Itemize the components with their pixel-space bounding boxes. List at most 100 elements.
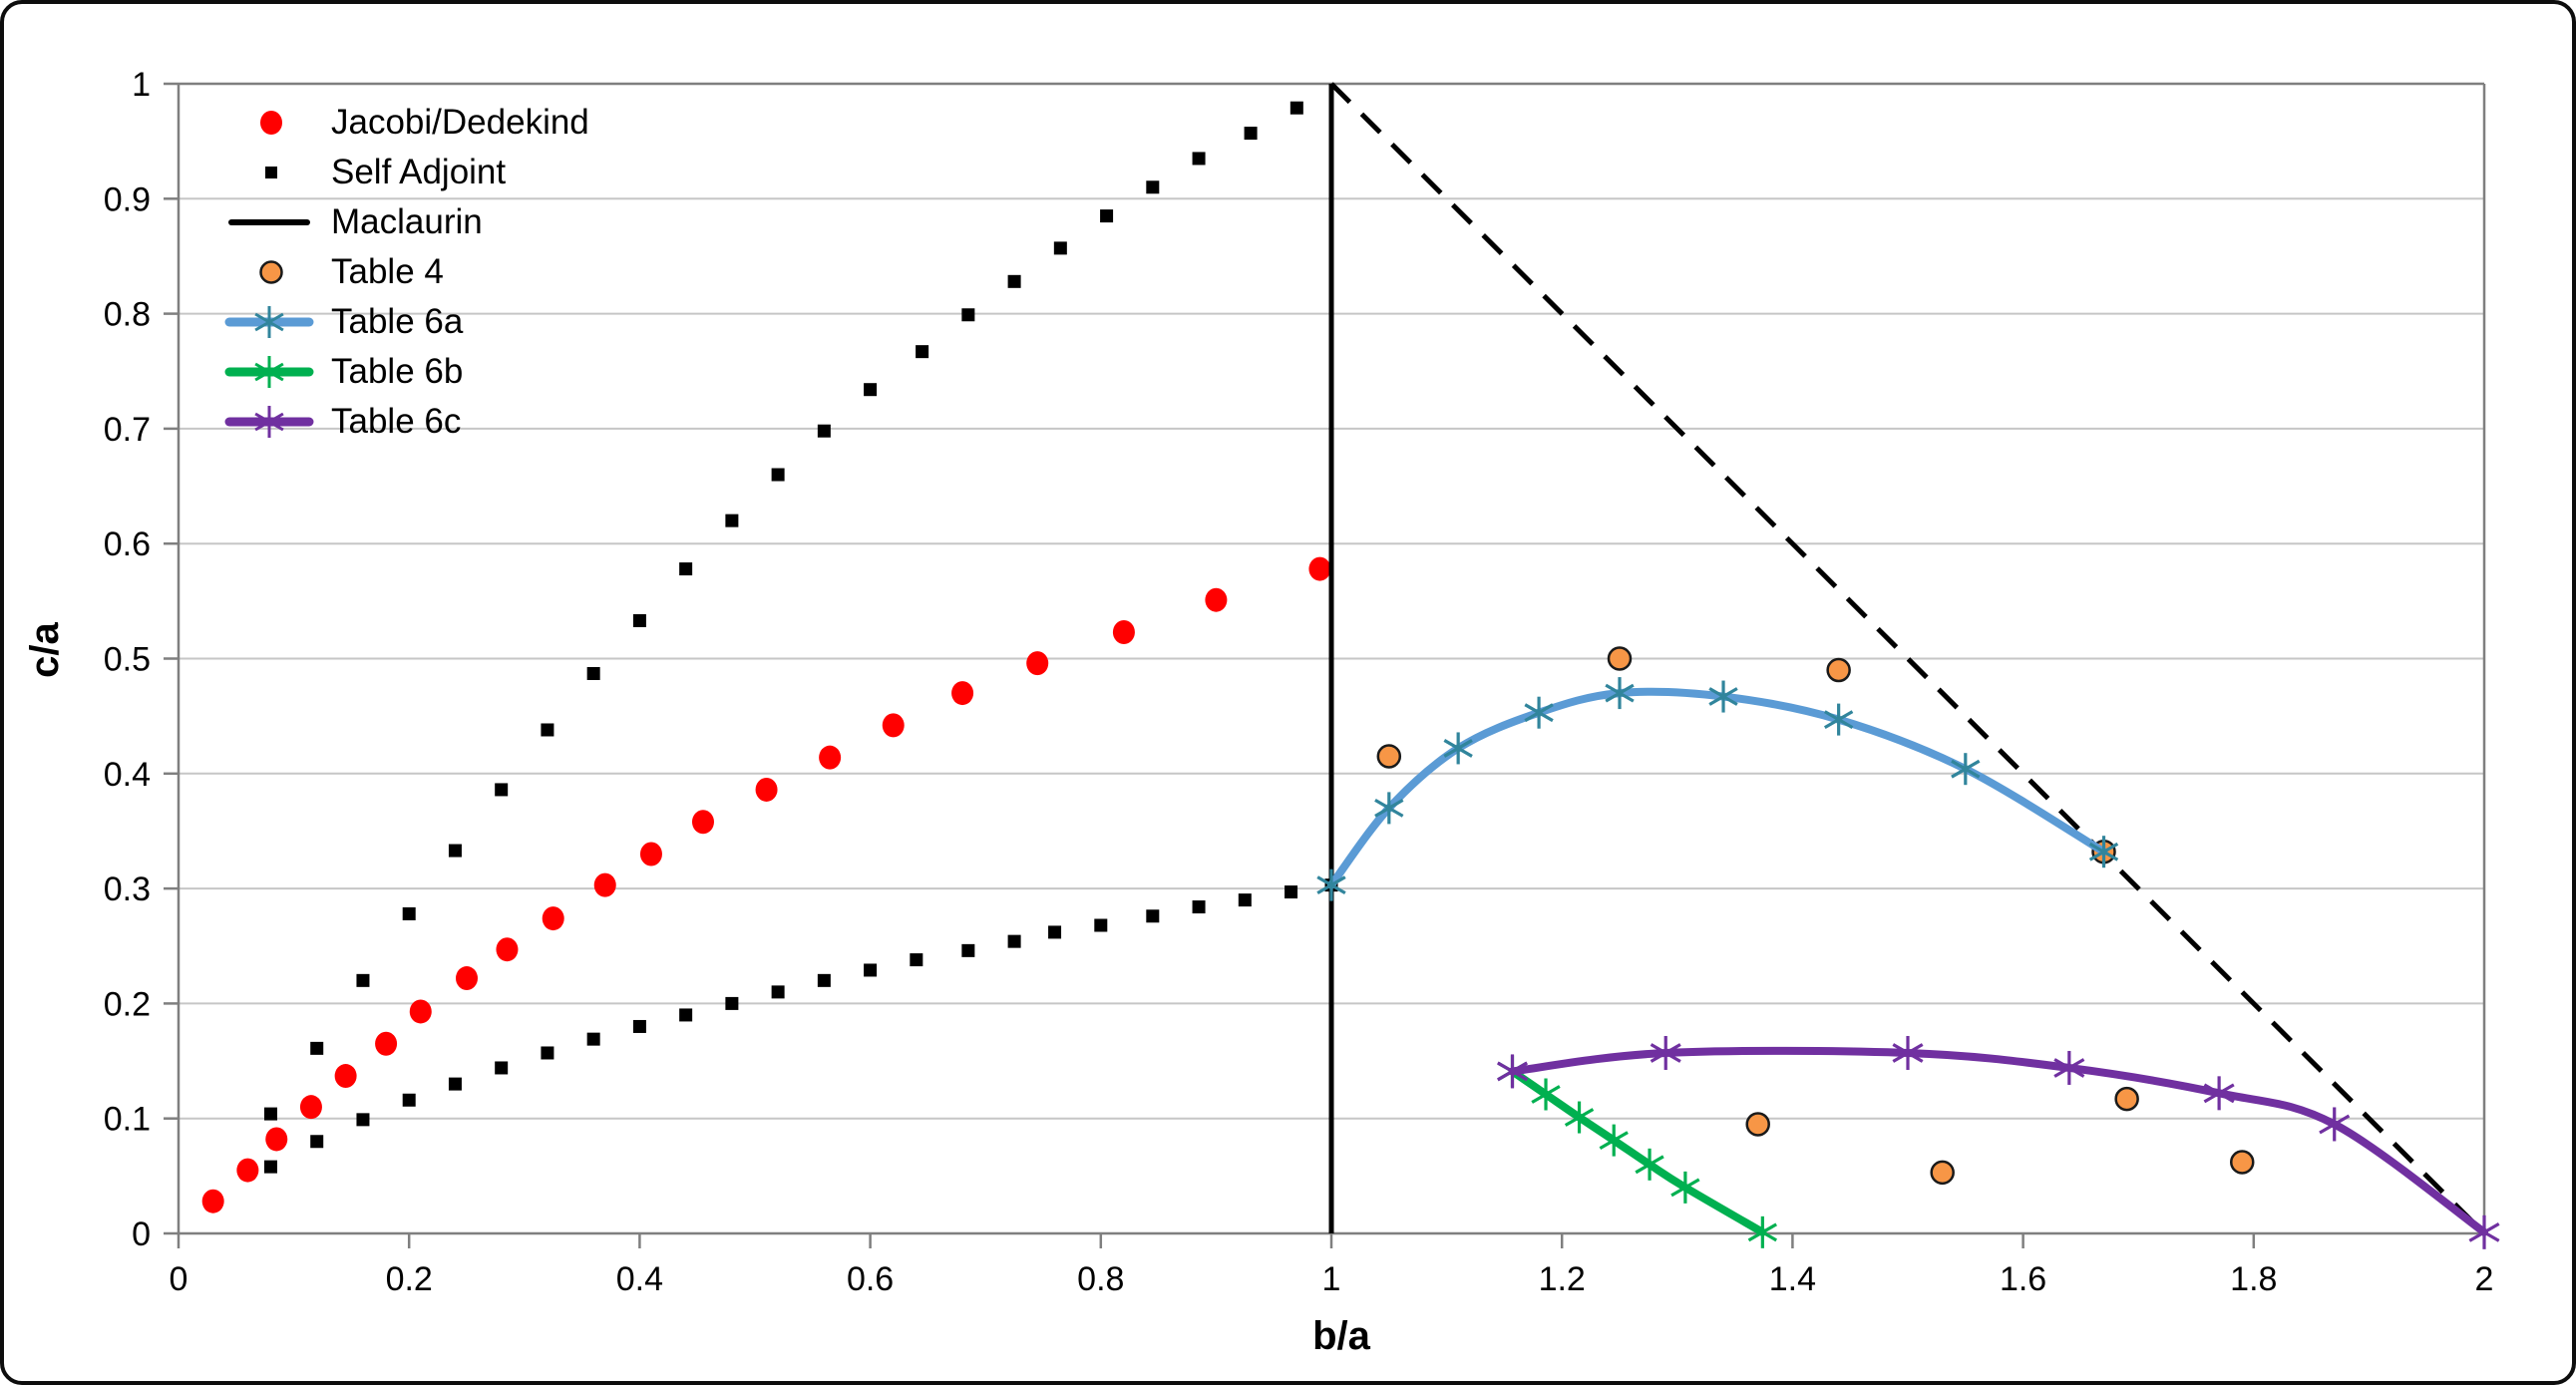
legend: Jacobi/Dedekind Self Adjoint Maclaurin T… bbox=[221, 98, 589, 447]
legend-item-jacobi-dedekind: Jacobi/Dedekind bbox=[221, 98, 589, 148]
series-table-6b-marker bbox=[1531, 1078, 1561, 1111]
series-self-adjoint-point bbox=[1146, 909, 1160, 923]
series-self-adjoint-point bbox=[586, 666, 600, 680]
series-self-adjoint-point bbox=[864, 383, 878, 397]
y-tick-label: 0.5 bbox=[104, 641, 151, 679]
series-self-adjoint-point bbox=[1048, 925, 1062, 939]
series-table-6c-marker bbox=[2203, 1076, 2235, 1111]
series-table-6a-marker bbox=[1443, 732, 1473, 765]
series-jacobi-dedekind-point bbox=[1112, 619, 1135, 644]
data-series bbox=[201, 82, 2500, 1249]
legend-item-table-6b: Table 6b bbox=[221, 347, 589, 397]
series-table-6c-marker bbox=[1892, 1035, 1924, 1070]
black-line-icon bbox=[228, 219, 310, 225]
series-self-adjoint-point bbox=[1192, 152, 1206, 166]
legend-item-maclaurin: Maclaurin bbox=[221, 197, 589, 247]
series-jacobi-dedekind-point bbox=[691, 810, 714, 835]
series-jacobi-dedekind-point bbox=[201, 1189, 224, 1213]
series-self-adjoint-point bbox=[586, 1032, 600, 1046]
series-table-6a-marker bbox=[1823, 703, 1854, 736]
series-table-6a-marker bbox=[1708, 680, 1738, 713]
series-jacobi-dedekind-point bbox=[456, 966, 478, 991]
series-self-adjoint-point bbox=[1285, 885, 1298, 899]
series-self-adjoint-point bbox=[1053, 241, 1067, 255]
series-table-4-point bbox=[2229, 1150, 2255, 1175]
series-jacobi-dedekind-point bbox=[334, 1064, 357, 1089]
series-self-adjoint-point bbox=[1244, 127, 1258, 141]
series-self-adjoint-point bbox=[1192, 900, 1206, 914]
x-tick-label: 0.4 bbox=[616, 1260, 663, 1298]
series-self-adjoint-point bbox=[1007, 934, 1021, 948]
legend-label: Maclaurin bbox=[331, 202, 483, 241]
series-jacobi-dedekind-point bbox=[409, 999, 432, 1024]
series-self-adjoint-point bbox=[448, 844, 462, 858]
x-tick-label: 1.2 bbox=[1539, 1260, 1586, 1298]
series-self-adjoint-point bbox=[310, 1135, 324, 1149]
series-jacobi-dedekind-point bbox=[819, 745, 842, 770]
series-self-adjoint-point bbox=[541, 1046, 554, 1060]
series-table-6b-marker bbox=[1564, 1101, 1595, 1134]
series-table-6c-marker bbox=[1496, 1054, 1529, 1089]
series-self-adjoint-point bbox=[1100, 209, 1114, 223]
series-jacobi-dedekind-point bbox=[951, 681, 974, 706]
series-self-adjoint-point bbox=[1007, 274, 1021, 288]
series-self-adjoint-point bbox=[864, 963, 878, 977]
red-circle-marker-icon bbox=[260, 111, 282, 135]
series-jacobi-dedekind-point bbox=[882, 713, 905, 738]
y-tick-label: 0.8 bbox=[104, 296, 151, 334]
series-table-4-point bbox=[1930, 1160, 1955, 1186]
series-table-6a-marker bbox=[1605, 677, 1635, 710]
series-table-6b-marker bbox=[1635, 1148, 1664, 1181]
legend-label: Table 6a bbox=[331, 302, 464, 341]
series-self-adjoint-point bbox=[961, 308, 975, 322]
series-self-adjoint-point bbox=[1289, 101, 1303, 115]
series-self-adjoint-point bbox=[356, 1113, 370, 1127]
blue-line-star-marker-icon bbox=[224, 306, 314, 338]
series-self-adjoint-point bbox=[632, 613, 646, 627]
series-table-4-point bbox=[1745, 1112, 1770, 1137]
series-jacobi-dedekind-point bbox=[299, 1095, 322, 1120]
y-tick-label: 1 bbox=[132, 66, 151, 104]
x-tick-label: 0 bbox=[170, 1260, 188, 1298]
series-jacobi-dedekind-point bbox=[236, 1158, 259, 1183]
x-tick-label: 2 bbox=[2475, 1260, 2494, 1298]
series-self-adjoint-point bbox=[725, 996, 739, 1010]
x-tick-label: 1.6 bbox=[2000, 1260, 2046, 1298]
tick-labels: 0 0.2 0.4 0.6 0.8 1 1.2 1.4 1.6 1.8 2 0 0.1 0.2 0.3 0.4… bbox=[104, 66, 2494, 1298]
y-tick-label: 0 bbox=[132, 1215, 151, 1253]
series-self-adjoint-point bbox=[725, 514, 739, 527]
legend-label: Jacobi/Dedekind bbox=[331, 103, 589, 142]
series-table-6a-marker bbox=[1524, 696, 1554, 729]
series-self-adjoint-point bbox=[541, 723, 554, 737]
series-self-adjoint-point bbox=[356, 973, 370, 987]
series-self-adjoint-point bbox=[817, 424, 831, 438]
orange-circle-marker-icon bbox=[259, 260, 283, 284]
legend-item-self-adjoint: Self Adjoint bbox=[221, 148, 589, 197]
series-table-6a-marker bbox=[1374, 792, 1404, 825]
series-table-6c-marker bbox=[2319, 1107, 2351, 1142]
series-table-4-point bbox=[1826, 657, 1851, 683]
series-table-6c-marker bbox=[2468, 1214, 2500, 1249]
series-jacobi-dedekind-point bbox=[1205, 587, 1228, 612]
series-jacobi-dedekind-point bbox=[265, 1127, 288, 1152]
series-table-6c-marker bbox=[1650, 1035, 1681, 1070]
series-self-adjoint-point bbox=[1238, 893, 1252, 907]
series-jacobi-dedekind-point bbox=[1308, 556, 1331, 581]
series-table-6b-marker bbox=[1747, 1215, 1777, 1248]
series-jacobi-dedekind-point bbox=[375, 1031, 398, 1056]
series-table-6b-marker bbox=[1670, 1171, 1700, 1204]
series-jacobi-dedekind-point bbox=[1026, 651, 1049, 676]
series-table-6b-marker bbox=[1599, 1124, 1629, 1157]
series-self-adjoint-point bbox=[402, 1093, 416, 1107]
purple-line-star-marker-icon bbox=[224, 406, 314, 438]
series-jacobi-dedekind-point bbox=[639, 842, 662, 866]
series-self-adjoint-point bbox=[961, 943, 975, 957]
x-axis-title: b/a bbox=[1312, 1314, 1371, 1358]
series-table-6c-marker bbox=[2053, 1050, 2085, 1085]
series-self-adjoint-point bbox=[1146, 180, 1160, 194]
x-tick-label: 1.4 bbox=[1769, 1260, 1816, 1298]
series-self-adjoint-point bbox=[679, 562, 693, 576]
y-tick-label: 0.1 bbox=[104, 1101, 151, 1139]
series-jacobi-dedekind-point bbox=[542, 906, 564, 931]
